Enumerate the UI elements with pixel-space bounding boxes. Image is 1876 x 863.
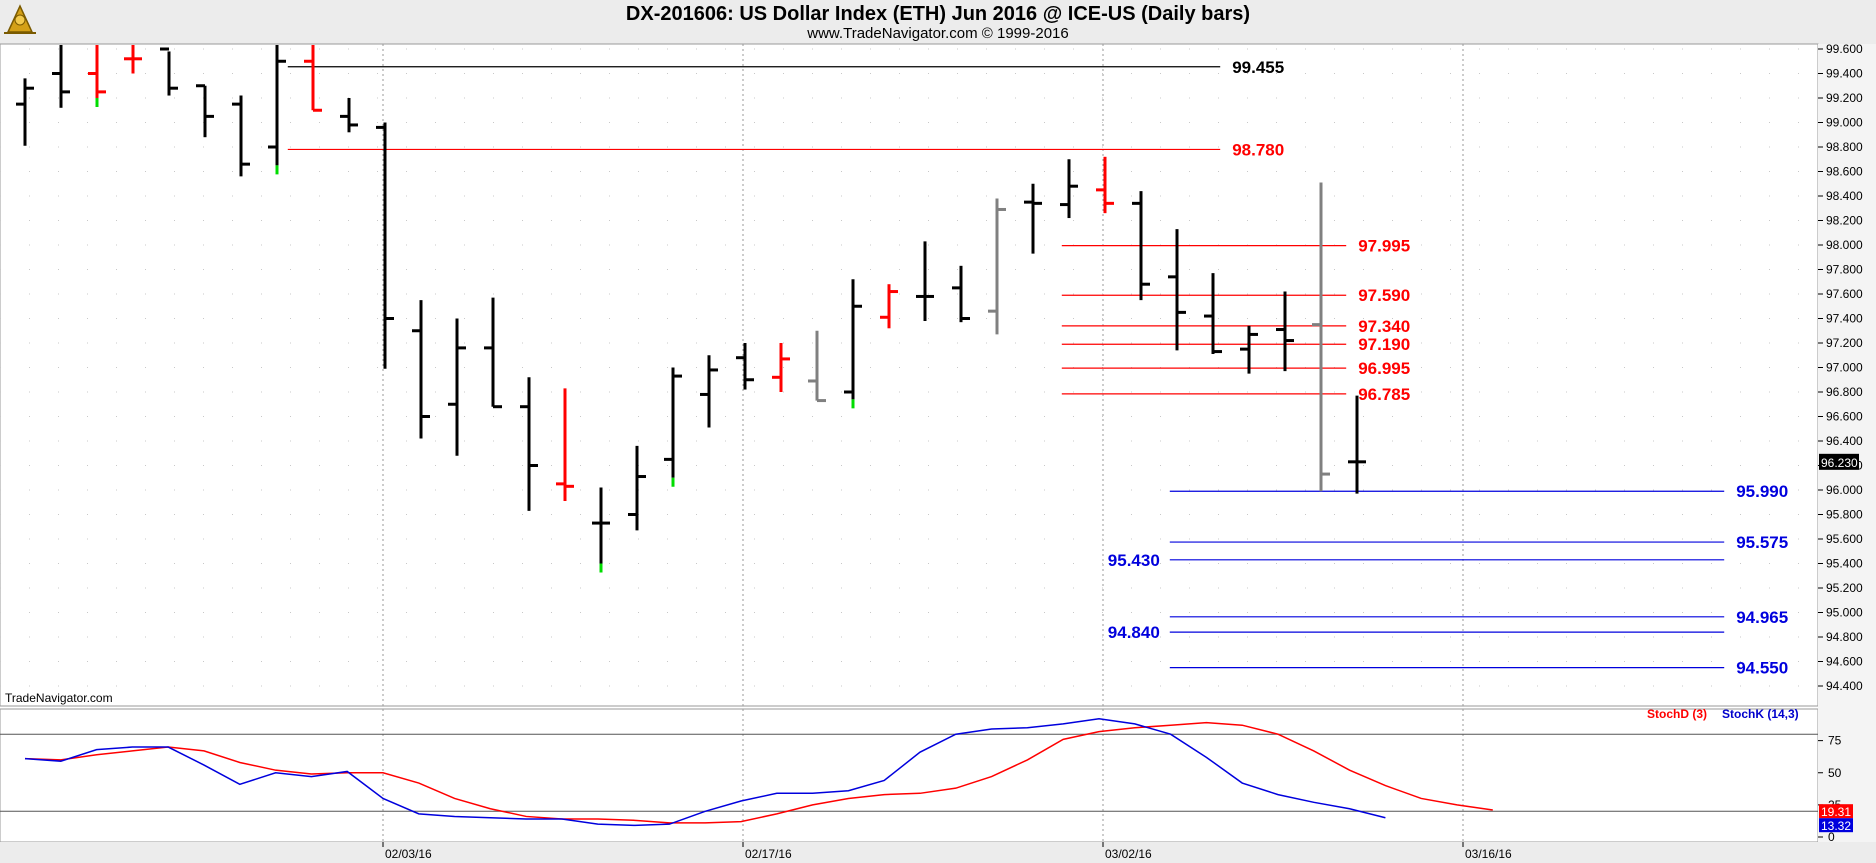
y-tick-label: 94.400 [1826,679,1863,693]
level-label: 95.430 [1108,551,1160,570]
stoch-y-tick-label: 50 [1828,766,1842,780]
stochk-line [24,718,1386,827]
stochd-line [24,721,1493,824]
y-tick-label: 96.600 [1826,410,1863,424]
stochd-last-label: 19.31 [1821,805,1851,819]
price-panel-frame [0,43,1819,707]
legend-stochd: StochD (3) [1647,707,1707,721]
x-tick-label: 03/16/16 [1465,847,1512,861]
stochk-last-label: 13.32 [1821,819,1851,833]
y-tick-label: 97.000 [1826,361,1863,375]
level-label: 96.785 [1358,385,1410,404]
level-label: 97.190 [1358,335,1410,354]
chart-title: DX-201606: US Dollar Index (ETH) Jun 201… [625,3,1251,25]
legend-stochk: StochK (14,3) [1722,707,1799,721]
level-label: 94.965 [1736,608,1788,627]
y-tick-label: 98.800 [1826,140,1863,154]
level-label: 97.340 [1358,317,1410,336]
last-price-box [1819,453,1859,470]
y-tick-label: 98.000 [1826,238,1863,252]
last-price-label: 96.230 [1821,456,1858,470]
y-axis-band [1818,44,1876,842]
y-tick-label: 99.200 [1826,91,1863,105]
level-label: 95.575 [1736,533,1788,552]
y-tick-label: 98.400 [1826,189,1863,203]
watermark-text: TradeNavigator.com [5,691,113,705]
stochd-last-box [1819,804,1853,819]
y-tick-label: 94.800 [1826,630,1863,644]
y-tick-label: 95.000 [1826,606,1863,620]
level-label: 99.455 [1232,58,1284,77]
y-tick-label: 95.600 [1826,532,1863,546]
chart-subtitle: www.TradeNavigator.com © 1999-2016 [807,25,1069,42]
x-axis-band [0,842,1876,863]
x-tick-label: 02/03/16 [385,847,432,861]
x-tick-label: 02/17/16 [745,847,792,861]
x-tick-label: 03/02/16 [1105,847,1152,861]
level-label: 96.995 [1358,359,1410,378]
level-label: 98.780 [1232,140,1284,159]
y-tick-label: 95.200 [1826,581,1863,595]
level-label: 95.990 [1736,482,1788,501]
y-tick-label: 96.000 [1826,483,1863,497]
y-tick-label: 95.400 [1826,557,1863,571]
y-tick-label: 97.600 [1826,287,1863,301]
stoch-y-tick-label: 75 [1828,734,1842,748]
level-label: 97.590 [1358,286,1410,305]
y-tick-label: 98.200 [1826,214,1863,228]
y-tick-label: 96.400 [1826,434,1863,448]
level-label: 94.550 [1736,659,1788,678]
y-tick-label: 99.000 [1826,116,1863,130]
sextant-logo-icon [4,4,36,34]
stoch-y-tick-label: 0 [1828,830,1835,844]
y-tick-label: 99.600 [1826,42,1863,56]
y-tick-label: 97.400 [1826,312,1863,326]
y-tick-label: 97.200 [1826,336,1863,350]
stochk-last-box [1819,818,1853,833]
y-tick-label: 98.600 [1826,165,1863,179]
stoch-panel-frame [0,708,1819,843]
chart-header: DX-201606: US Dollar Index (ETH) Jun 201… [0,0,1876,45]
y-tick-label: 99.400 [1826,67,1863,81]
y-tick-label: 97.800 [1826,263,1863,277]
y-tick-label: 95.800 [1826,508,1863,522]
level-label: 94.840 [1108,623,1160,642]
y-tick-label: 96.800 [1826,385,1863,399]
level-label: 97.995 [1358,237,1410,256]
y-tick-label: 94.600 [1826,655,1863,669]
